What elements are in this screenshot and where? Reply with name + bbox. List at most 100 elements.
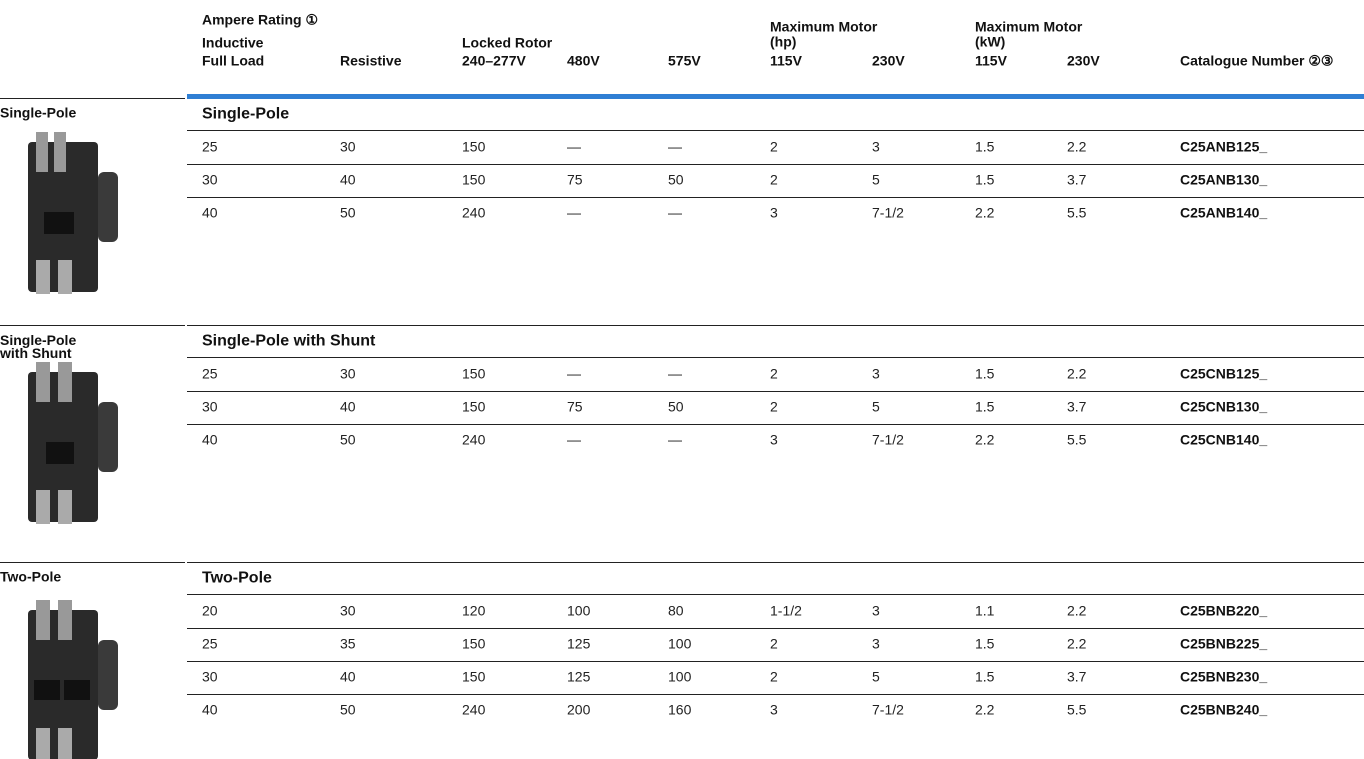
cell: 240 — [462, 206, 485, 221]
cell: 100 — [567, 604, 590, 619]
column-header: Full Load — [202, 54, 264, 69]
cell: 30 — [340, 604, 356, 619]
rule — [187, 325, 1364, 326]
cell: 2 — [770, 140, 778, 155]
cell: 40 — [202, 433, 218, 448]
cell: 5.5 — [1067, 433, 1086, 448]
cell: 150 — [462, 637, 485, 652]
column-header: 230V — [1067, 54, 1100, 69]
cell: 2 — [770, 367, 778, 382]
cell: 30 — [202, 173, 218, 188]
cell: 3.7 — [1067, 173, 1086, 188]
page: Ampere Rating ①InductiveLocked RotorMaxi… — [0, 0, 1364, 759]
product-image — [14, 132, 124, 302]
cell: C25CNB130_ — [1180, 400, 1267, 415]
cell: 50 — [668, 173, 684, 188]
cell: 5 — [872, 173, 880, 188]
cell: 5 — [872, 400, 880, 415]
column-header: Catalogue Number ②③ — [1180, 54, 1333, 69]
cell: 2.2 — [975, 206, 994, 221]
cell: 50 — [340, 206, 356, 221]
cell: 3 — [770, 703, 778, 718]
cell: 1.5 — [975, 400, 994, 415]
cell: 1.5 — [975, 637, 994, 652]
cell: 1.5 — [975, 140, 994, 155]
rule — [0, 562, 185, 563]
cell: 5 — [872, 670, 880, 685]
cell: 7-1/2 — [872, 433, 904, 448]
rule — [187, 164, 1364, 165]
cell: 3.7 — [1067, 400, 1086, 415]
cell: — — [668, 140, 682, 155]
column-header: 480V — [567, 54, 600, 69]
cell: 1.1 — [975, 604, 994, 619]
column-header: 115V — [770, 54, 802, 69]
cell: 3 — [872, 637, 880, 652]
text: Locked Rotor — [462, 36, 552, 51]
cell: 40 — [202, 206, 218, 221]
rule — [187, 424, 1364, 425]
cell: 25 — [202, 367, 218, 382]
side-label: Single-Pole — [0, 107, 100, 120]
cell: 75 — [567, 173, 583, 188]
cell: 40 — [340, 173, 356, 188]
cell: C25BNB240_ — [1180, 703, 1267, 718]
group-header: Ampere Rating ① — [202, 13, 318, 28]
cell: C25CNB140_ — [1180, 433, 1267, 448]
cell: 2.2 — [975, 433, 994, 448]
product-image — [14, 362, 124, 532]
rule — [0, 98, 185, 99]
product-image — [14, 600, 124, 759]
cell: 7-1/2 — [872, 703, 904, 718]
cell: C25BNB230_ — [1180, 670, 1267, 685]
cell: 75 — [567, 400, 583, 415]
cell: 5.5 — [1067, 206, 1086, 221]
cell: 2.2 — [1067, 367, 1086, 382]
cell: C25BNB225_ — [1180, 637, 1267, 652]
cell: — — [668, 206, 682, 221]
cell: C25ANB140_ — [1180, 206, 1267, 221]
cell: 150 — [462, 173, 485, 188]
cell: 3 — [770, 433, 778, 448]
cell: 160 — [668, 703, 691, 718]
cell: 150 — [462, 140, 485, 155]
cell: — — [567, 206, 581, 221]
side-label: Single-Pole with Shunt — [0, 334, 100, 360]
cell: 3 — [770, 206, 778, 221]
cell: 3 — [872, 604, 880, 619]
rule — [187, 197, 1364, 198]
cell: 240 — [462, 703, 485, 718]
side-label: Two-Pole — [0, 571, 100, 584]
cell: 30 — [202, 400, 218, 415]
cell: 25 — [202, 637, 218, 652]
cell: 50 — [340, 703, 356, 718]
column-header: Resistive — [340, 54, 401, 69]
rule — [187, 628, 1364, 629]
cell: 150 — [462, 367, 485, 382]
cell: 40 — [202, 703, 218, 718]
cell: 50 — [340, 433, 356, 448]
cell: 5.5 — [1067, 703, 1086, 718]
cell: 20 — [202, 604, 218, 619]
rule — [187, 694, 1364, 695]
cell: 125 — [567, 637, 590, 652]
cell: 7-1/2 — [872, 206, 904, 221]
cell: — — [668, 433, 682, 448]
cell: C25BNB220_ — [1180, 604, 1267, 619]
cell: 2 — [770, 637, 778, 652]
section-title: Two-Pole — [202, 571, 272, 586]
text: Maximum Motor — [770, 20, 877, 35]
cell: 150 — [462, 670, 485, 685]
cell: 40 — [340, 400, 356, 415]
section-title: Single-Pole — [202, 107, 289, 122]
cell: 200 — [567, 703, 590, 718]
cell: 2 — [770, 400, 778, 415]
cell: 40 — [340, 670, 356, 685]
rule — [187, 391, 1364, 392]
cell: 2.2 — [1067, 637, 1086, 652]
cell: C25CNB125_ — [1180, 367, 1267, 382]
text: (hp) — [770, 35, 796, 50]
cell: 240 — [462, 433, 485, 448]
rule — [187, 594, 1364, 595]
rule — [187, 130, 1364, 131]
